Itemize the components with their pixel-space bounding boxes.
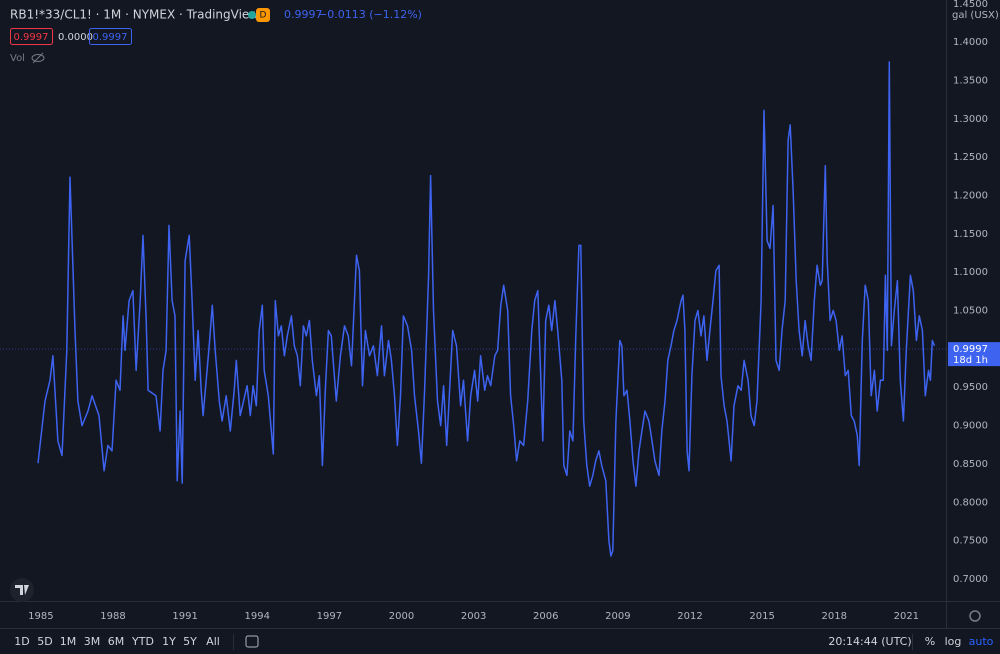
y-tick-label: 1.1500	[953, 229, 988, 240]
x-tick-label: 1994	[245, 611, 270, 622]
y-tick-label: 1.4000	[953, 37, 988, 48]
x-tick-label: 2021	[894, 611, 919, 622]
range-button[interactable]: 3M	[84, 635, 101, 648]
x-tick-label: 1997	[317, 611, 342, 622]
range-button[interactable]: 1Y	[162, 635, 176, 648]
x-tick-label: 2003	[461, 611, 486, 622]
ohlc-value: 0.0000	[58, 32, 93, 43]
y-tick-label: 1.0500	[953, 306, 988, 317]
badge-box	[256, 8, 270, 22]
countdown-label: 18d 1h	[953, 355, 988, 366]
settings-icon[interactable]	[969, 610, 981, 622]
y-tick-label: 1.3500	[953, 75, 988, 86]
x-tick-label: 1985	[28, 611, 53, 622]
range-button[interactable]: 1M	[60, 635, 77, 648]
value-box	[89, 28, 132, 45]
eye-icon[interactable]	[31, 52, 45, 64]
last-price-label: 0.9997	[953, 344, 988, 355]
date-range-icon[interactable]	[245, 635, 259, 648]
value-box	[10, 28, 53, 45]
y-tick-label: 1.4500	[953, 0, 988, 10]
y-tick-label: 1.2500	[953, 152, 988, 163]
y-tick-label: 1.1000	[953, 267, 988, 278]
status-dot	[248, 11, 256, 19]
volume-label: Vol	[10, 53, 25, 64]
y-tick-label: 0.9500	[953, 382, 988, 393]
x-tick-label: 2015	[749, 611, 774, 622]
scale-option[interactable]: log	[945, 635, 962, 648]
clock[interactable]: 20:14:44 (UTC)	[828, 635, 911, 648]
range-button[interactable]: 5D	[37, 635, 52, 648]
ohlc-value: 0.9997	[93, 32, 128, 43]
y-tick-label: 0.7000	[953, 574, 988, 585]
range-button[interactable]: All	[206, 635, 220, 648]
scale-option[interactable]: auto	[969, 635, 994, 648]
x-tick-label: 2012	[677, 611, 702, 622]
x-tick-label: 2000	[389, 611, 414, 622]
y-tick-label: 0.9000	[953, 421, 988, 432]
y-tick-label: 0.8500	[953, 459, 988, 470]
price-line	[37, 61, 936, 557]
y-tick-label: 0.7500	[953, 536, 988, 547]
x-tick-label: 2006	[533, 611, 558, 622]
x-tick-label: 2009	[605, 611, 630, 622]
range-button[interactable]: 5Y	[183, 635, 197, 648]
range-button[interactable]: YTD	[131, 635, 154, 648]
x-tick-label: 2018	[821, 611, 846, 622]
range-button[interactable]: 1D	[14, 635, 29, 648]
change: −0.0113 (−1.12%)	[318, 8, 422, 21]
badge: D	[260, 11, 267, 21]
last-value: 0.9997	[284, 8, 323, 21]
ohlc-value: 0.9997	[14, 32, 49, 43]
x-tick-label: 1988	[100, 611, 125, 622]
y-tick-label: 1.3000	[953, 114, 988, 125]
symbol-title: RB1!*33/CL1! · 1M · NYMEX · TradingView	[10, 8, 259, 22]
y-tick-label: 1.2000	[953, 191, 988, 202]
x-tick-label: 1991	[172, 611, 197, 622]
range-button[interactable]: 6M	[108, 635, 125, 648]
last-price-box	[948, 342, 1000, 367]
unit-label: gal (USX)	[952, 10, 999, 21]
y-tick-label: 0.8000	[953, 497, 988, 508]
scale-option[interactable]: %	[925, 635, 935, 648]
tv-logo[interactable]	[10, 578, 34, 602]
unit-clip: gal (USX)	[952, 10, 999, 21]
